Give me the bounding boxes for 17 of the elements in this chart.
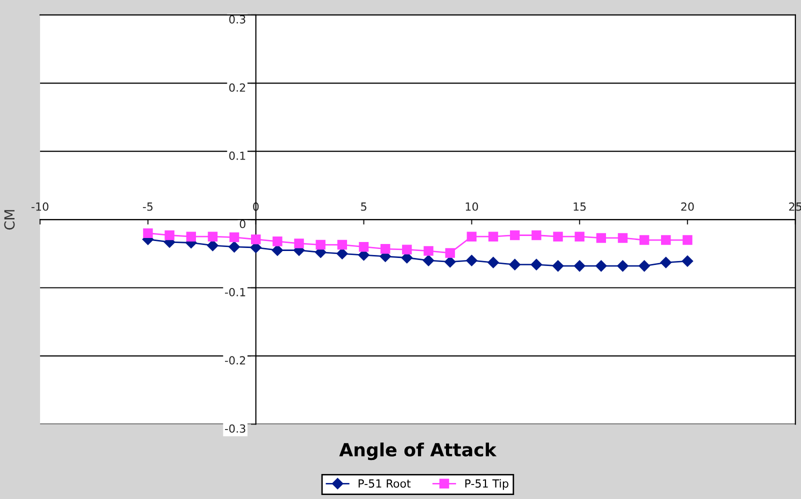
legend-label: P-51 Tip [465,479,508,490]
y-tick-label: -0.1 [225,288,246,296]
y-tick-label: 0 [240,220,246,228]
y-axis-title: CM [4,210,15,230]
x-tick-label: 20 [681,202,694,211]
y-tick-label: 0.3 [229,15,246,24]
x-axis-title: Angle of Attack [339,442,497,460]
x-tick-label: 10 [466,202,478,211]
y-tick-label: -0.2 [225,356,246,365]
y-tick-label: -0.3 [225,424,246,433]
x-tick-label: -10 [32,202,48,211]
x-tick-label: 5 [361,202,366,211]
y-tick-label: 0.2 [229,83,246,92]
y-tick-label: 0.1 [229,152,246,160]
legend-label: P-51 Root [358,479,411,488]
x-tick-label: -5 [142,202,153,211]
x-tick-label: 15 [574,202,586,211]
